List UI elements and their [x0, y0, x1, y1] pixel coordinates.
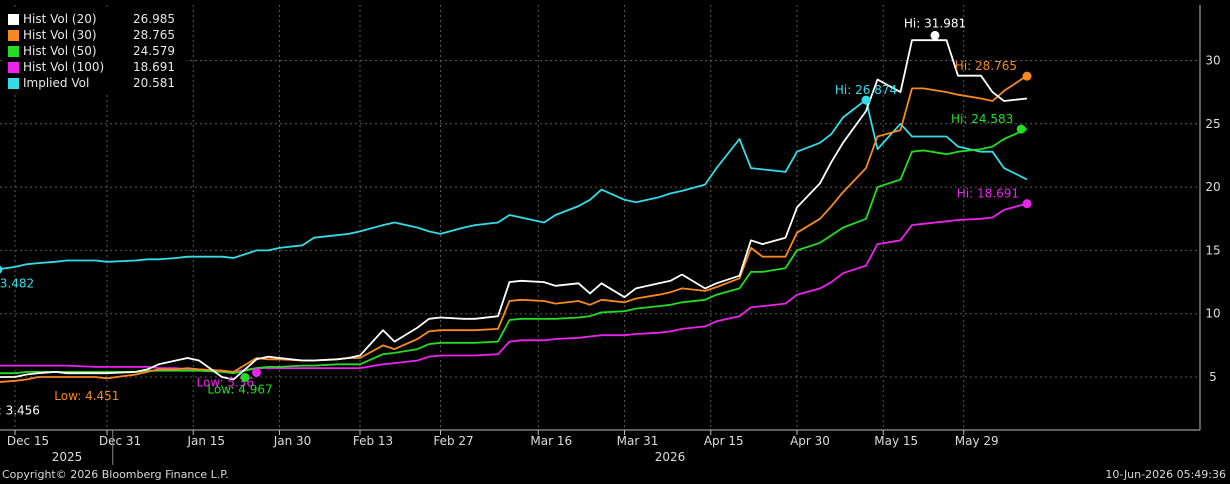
annotation-label: Low: 13.482: [0, 277, 34, 291]
y-tick-label: 15: [1205, 243, 1220, 257]
annotations: Hi: 31.981 Hi: 28.765 Hi: 26.874 Hi: 24.583…: [0, 16, 1032, 418]
y-tick-label: 10: [1205, 307, 1220, 321]
copyright: Copyright© 2026 Bloomberg Finance L.P.: [2, 468, 229, 481]
x-tick-label: Feb 27: [433, 434, 473, 448]
y-tick-label: 20: [1205, 180, 1220, 194]
annotation-marker: [1022, 71, 1032, 81]
legend-value: 18.691: [133, 60, 175, 74]
x-tick-label: Jan 15: [186, 434, 225, 448]
legend-item: Hist Vol (30) 28.765: [8, 27, 183, 43]
legend-item: Hist Vol (20) 26.985: [8, 11, 183, 27]
annotation-label: Low: 3.456: [0, 404, 40, 418]
legend-swatch: [8, 61, 19, 73]
annotation-marker: [1022, 199, 1032, 209]
annotation-label: Hi: 31.981: [904, 16, 966, 30]
y-tick-label: 25: [1205, 117, 1220, 131]
y-tick-label: 5: [1209, 370, 1217, 384]
x-tick-label: Jan 30: [273, 434, 312, 448]
year-label: 2026: [655, 450, 686, 464]
legend-value: 24.579: [133, 44, 175, 58]
annotation-label: Hi: 24.583: [951, 112, 1013, 126]
legend-value: 20.581: [133, 76, 175, 90]
legend-swatch: [8, 77, 19, 89]
annotation-label: Low: 4.967: [207, 382, 272, 396]
legend-item: Hist Vol (100) 18.691: [8, 59, 183, 75]
series-line-hist-vol-50-: [0, 128, 1028, 375]
x-tick-label: Apr 30: [790, 434, 830, 448]
y-tick-label: 30: [1205, 54, 1220, 68]
series-line-implied-vol: [0, 98, 1028, 270]
timestamp: 10-Jun-2026 05:49:36: [1105, 468, 1226, 481]
x-tick-label: Apr 15: [704, 434, 744, 448]
annotation-marker: [240, 372, 250, 382]
annotation-label: Hi: 28.765: [955, 59, 1017, 73]
annotation-label: Low: 4.451: [54, 389, 119, 403]
legend-item: Hist Vol (50) 24.579: [8, 43, 183, 59]
x-tick-label: Mar 16: [530, 434, 572, 448]
annotation-marker: [0, 265, 3, 274]
legend: Hist Vol (20) 26.985 Hist Vol (30) 28.765 Hi…: [5, 9, 186, 93]
series-line-hist-vol-20-: [0, 39, 1028, 381]
x-tick-label: May 15: [874, 434, 918, 448]
legend-label: Hist Vol (20): [23, 12, 97, 26]
legend-value: 28.765: [133, 28, 175, 42]
legend-swatch: [8, 13, 19, 25]
x-tick-label: Mar 31: [617, 434, 659, 448]
legend-label: Implied Vol: [23, 76, 90, 90]
series-line-hist-vol-30-: [0, 74, 1028, 383]
annotation-label: Hi: 18.691: [957, 187, 1019, 201]
legend-label: Hist Vol (30): [23, 28, 97, 42]
legend-value: 26.985: [133, 12, 175, 26]
x-tick-label: May 29: [955, 434, 999, 448]
legend-label: Hist Vol (50): [23, 44, 97, 58]
legend-swatch: [8, 29, 19, 41]
legend-item: Implied Vol 20.581: [8, 75, 183, 91]
x-tick-label: Dec 31: [99, 434, 141, 448]
year-label: 2025: [52, 450, 83, 464]
series-line-hist-vol-100-: [0, 202, 1028, 373]
annotation-marker: [252, 367, 261, 377]
annotation-marker: [1016, 124, 1026, 134]
legend-swatch: [8, 45, 19, 57]
annotation-label: Hi: 26.874: [835, 83, 897, 97]
series-lines: [0, 39, 1028, 383]
annotation-marker: [930, 30, 940, 40]
legend-label: Hist Vol (100): [23, 60, 105, 74]
annotation-label: Low: 5.36: [197, 375, 255, 389]
x-tick-label: Dec 15: [7, 434, 49, 448]
annotation-marker: [861, 95, 871, 105]
x-tick-label: Feb 13: [353, 434, 393, 448]
